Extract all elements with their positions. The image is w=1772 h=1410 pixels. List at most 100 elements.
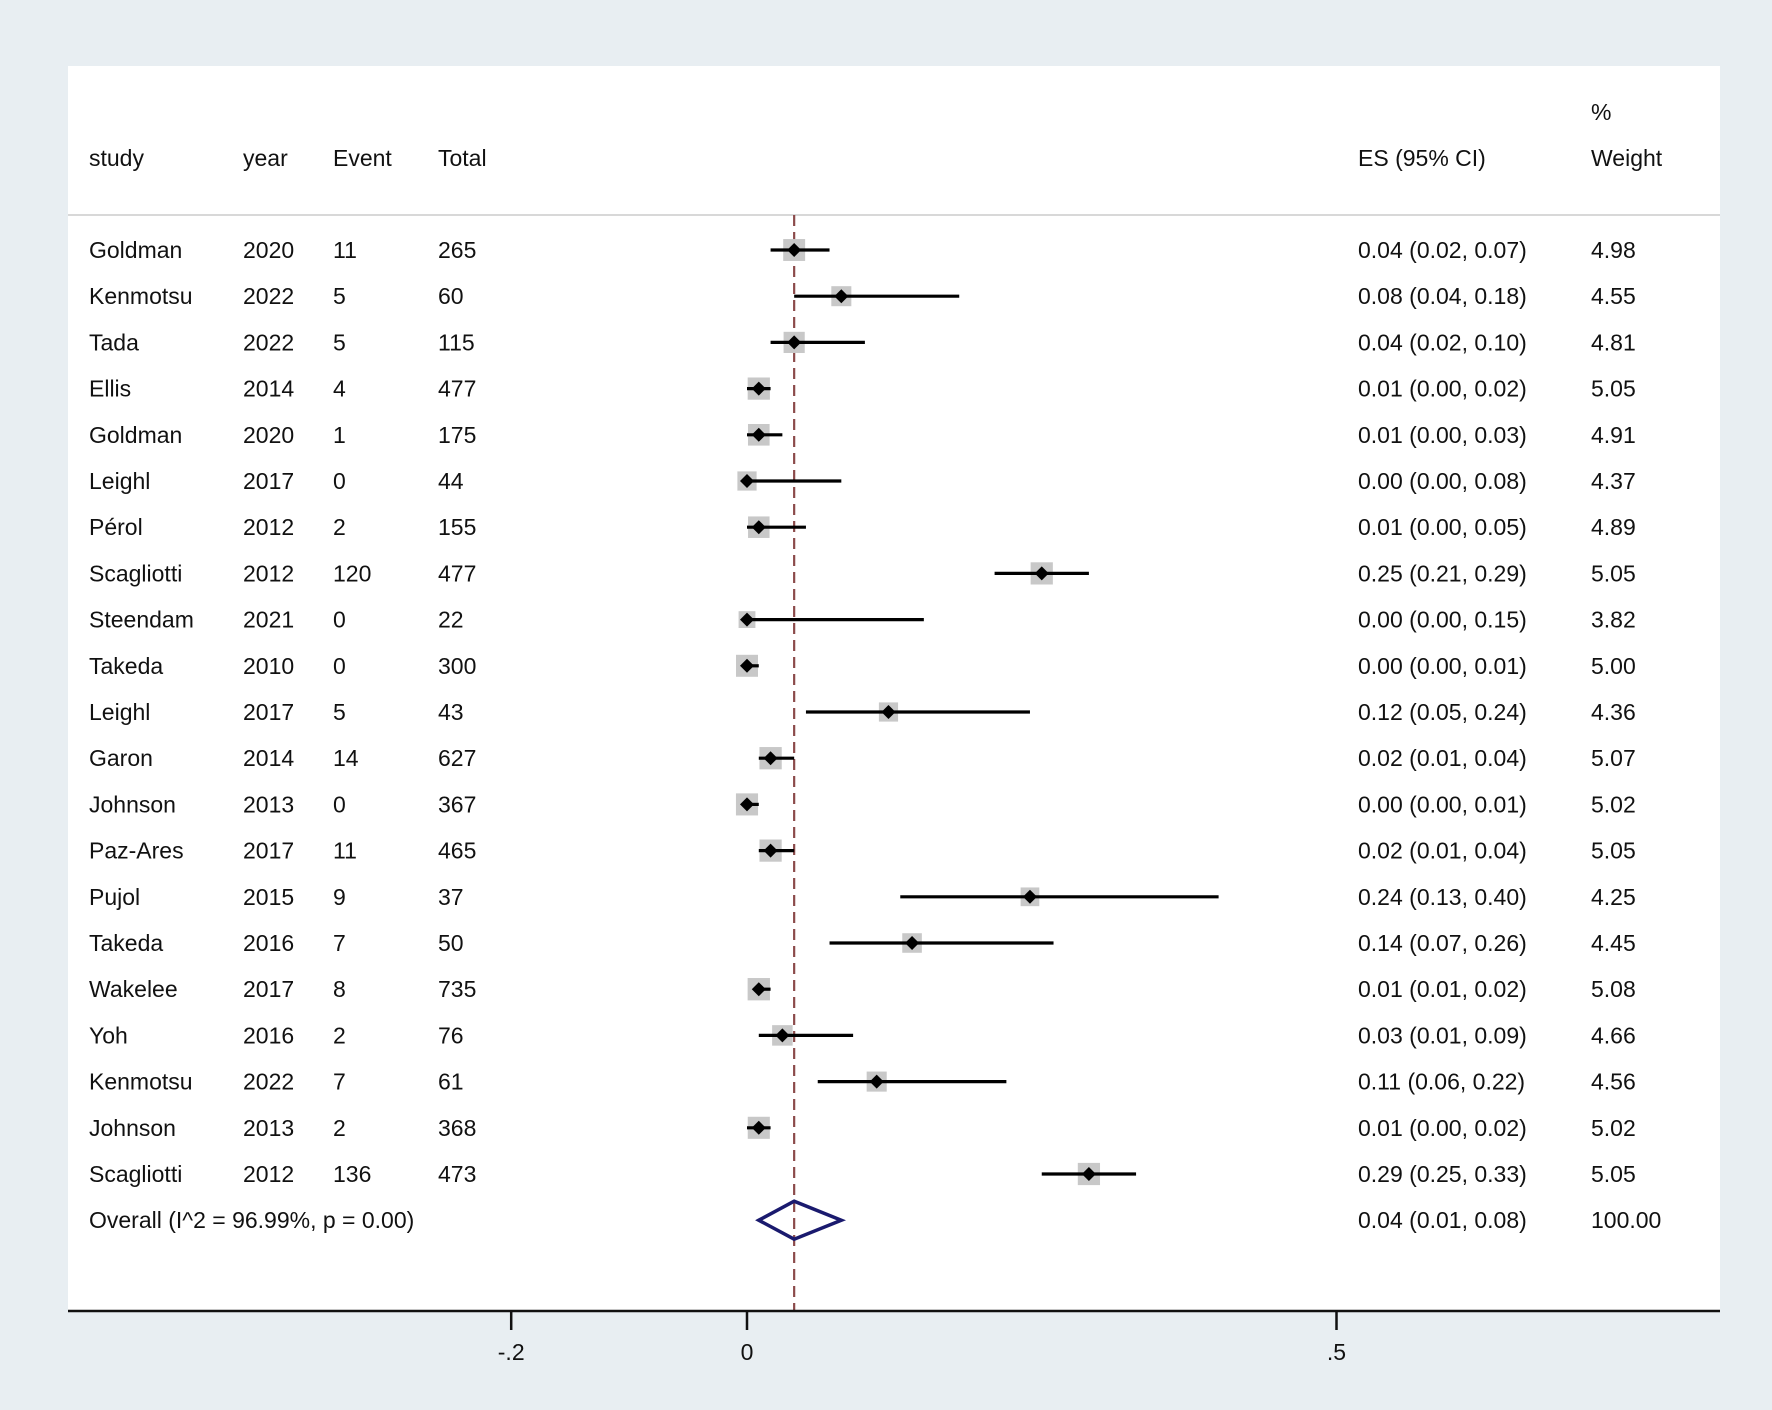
x-tick-label: .5 (1327, 1339, 1346, 1365)
point-estimate-marker (763, 751, 778, 766)
study-name: Kenmotsu (89, 283, 193, 309)
study-name: Takeda (89, 930, 163, 956)
study-weight: 5.05 (1591, 838, 1636, 864)
study-row: Pujol 2015 9 37 0.24 (0.13, 0.40) 4.25 (89, 884, 1636, 910)
point-estimate-marker (775, 1028, 790, 1043)
study-name: Paz-Ares (89, 838, 184, 864)
overall-row: Overall (I^2 = 96.99%, p = 0.00) 0.04 (0.… (89, 1199, 1661, 1242)
study-event: 5 (333, 283, 346, 309)
study-total: 473 (438, 1161, 476, 1187)
study-year: 2020 (243, 422, 294, 448)
study-year: 2014 (243, 376, 294, 402)
study-total: 265 (438, 237, 476, 263)
study-total: 175 (438, 422, 476, 448)
study-total: 76 (438, 1022, 464, 1048)
study-row: Kenmotsu 2022 7 61 0.11 (0.06, 0.22) 4.56 (89, 1069, 1636, 1095)
point-estimate-marker (905, 936, 920, 950)
study-row: Garon 2014 14 627 0.02 (0.01, 0.04) 5.07 (89, 745, 1636, 771)
study-name: Scagliotti (89, 560, 182, 586)
study-row: Pérol 2012 2 155 0.01 (0.00, 0.05) 4.89 (89, 514, 1636, 540)
study-name: Pérol (89, 514, 143, 540)
study-weight: 5.05 (1591, 376, 1636, 402)
study-event: 0 (333, 653, 346, 679)
study-event: 5 (333, 329, 346, 355)
header-weight: Weight (1591, 145, 1663, 171)
study-es-ci: 0.00 (0.00, 0.15) (1358, 607, 1527, 633)
study-year: 2012 (243, 560, 294, 586)
study-row: Goldman 2020 1 175 0.01 (0.00, 0.03) 4.91 (89, 422, 1636, 448)
study-event: 11 (333, 237, 357, 263)
study-name: Scagliotti (89, 1161, 182, 1187)
point-estimate-marker (740, 474, 754, 488)
study-row: Leighl 2017 0 44 0.00 (0.00, 0.08) 4.37 (89, 468, 1636, 494)
x-tick-label: 0 (741, 1339, 754, 1365)
study-row: Paz-Ares 2017 11 465 0.02 (0.01, 0.04) 5.05 (89, 838, 1636, 864)
study-name: Takeda (89, 653, 163, 679)
study-weight: 4.89 (1591, 514, 1636, 540)
study-row: Johnson 2013 2 368 0.01 (0.00, 0.02) 5.02 (89, 1115, 1636, 1141)
study-row: Scagliotti 2012 136 473 0.29 (0.25, 0.33) 5.0… (89, 1161, 1636, 1187)
study-year: 2017 (243, 838, 294, 864)
point-estimate-marker (751, 427, 766, 442)
point-estimate-marker (869, 1074, 884, 1089)
study-event: 4 (333, 376, 346, 402)
study-event: 7 (333, 1069, 346, 1095)
study-total: 465 (438, 838, 476, 864)
study-es-ci: 0.01 (0.00, 0.03) (1358, 422, 1527, 448)
study-event: 2 (333, 1115, 346, 1141)
study-name: Johnson (89, 1115, 176, 1141)
study-total: 368 (438, 1115, 476, 1141)
study-year: 2022 (243, 329, 294, 355)
study-name: Kenmotsu (89, 1069, 193, 1095)
study-es-ci: 0.01 (0.00, 0.02) (1358, 1115, 1527, 1141)
study-year: 2021 (243, 607, 294, 633)
overall-label: Overall (I^2 = 96.99%, p = 0.00) (89, 1207, 414, 1233)
study-name: Pujol (89, 884, 140, 910)
study-event: 0 (333, 607, 346, 633)
study-weight: 5.05 (1591, 1161, 1636, 1187)
x-tick-label: -.2 (498, 1339, 525, 1365)
study-name: Ellis (89, 376, 131, 402)
study-event: 136 (333, 1161, 371, 1187)
study-event: 0 (333, 791, 346, 817)
study-es-ci: 0.00 (0.00, 0.01) (1358, 791, 1527, 817)
study-weight: 3.82 (1591, 607, 1636, 633)
study-year: 2020 (243, 237, 294, 263)
study-year: 2012 (243, 1161, 294, 1187)
study-es-ci: 0.00 (0.00, 0.01) (1358, 653, 1527, 679)
overall-weight: 100.00 (1591, 1207, 1661, 1233)
study-total: 22 (438, 607, 464, 633)
study-name: Steendam (89, 607, 194, 633)
study-weight: 4.37 (1591, 468, 1636, 494)
point-estimate-marker (751, 1120, 766, 1135)
study-name: Goldman (89, 237, 182, 263)
study-total: 735 (438, 976, 476, 1002)
study-weight: 4.98 (1591, 237, 1636, 263)
overall-diamond (755, 1199, 847, 1242)
overall-es-ci: 0.04 (0.01, 0.08) (1358, 1207, 1527, 1233)
point-estimate-marker (881, 705, 896, 719)
study-year: 2012 (243, 514, 294, 540)
header-study: study (89, 145, 144, 171)
header-year: year (243, 145, 288, 171)
study-row: Scagliotti 2012 120 477 0.25 (0.21, 0.29) 5.0… (89, 560, 1636, 586)
study-es-ci: 0.02 (0.01, 0.04) (1358, 745, 1527, 771)
study-weight: 5.07 (1591, 745, 1636, 771)
study-weight: 5.05 (1591, 560, 1636, 586)
study-event: 14 (333, 745, 359, 771)
point-estimate-marker (751, 982, 766, 997)
study-es-ci: 0.04 (0.02, 0.10) (1358, 329, 1527, 355)
study-weight: 5.08 (1591, 976, 1636, 1002)
header-event: Event (333, 145, 392, 171)
study-row: Tada 2022 5 115 0.04 (0.02, 0.10) 4.81 (89, 329, 1636, 355)
study-total: 60 (438, 283, 464, 309)
study-es-ci: 0.14 (0.07, 0.26) (1358, 930, 1527, 956)
study-event: 0 (333, 468, 346, 494)
study-name: Garon (89, 745, 153, 771)
study-weight: 5.02 (1591, 1115, 1636, 1141)
point-estimate-marker (763, 843, 778, 858)
study-event: 120 (333, 560, 371, 586)
study-year: 2022 (243, 1069, 294, 1095)
study-weight: 4.45 (1591, 930, 1636, 956)
